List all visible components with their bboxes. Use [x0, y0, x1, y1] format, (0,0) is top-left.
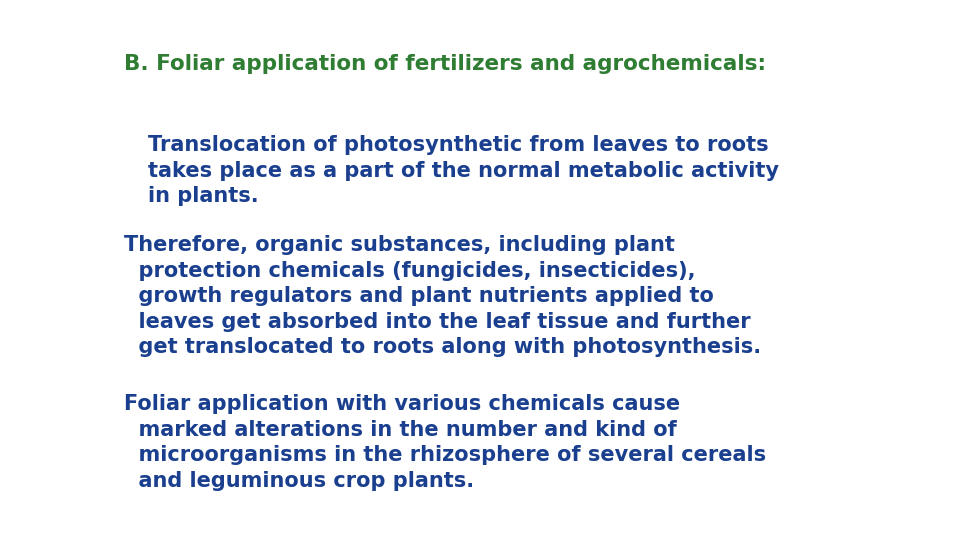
Text: Translocation of photosynthetic from leaves to roots
takes place as a part of th: Translocation of photosynthetic from lea… [149, 135, 780, 206]
Text: B. Foliar application of fertilizers and agrochemicals:: B. Foliar application of fertilizers and… [125, 54, 766, 74]
Text: Foliar application with various chemicals cause
  marked alterations in the numb: Foliar application with various chemical… [125, 394, 767, 491]
Text: Therefore, organic substances, including plant
  protection chemicals (fungicide: Therefore, organic substances, including… [125, 235, 761, 357]
